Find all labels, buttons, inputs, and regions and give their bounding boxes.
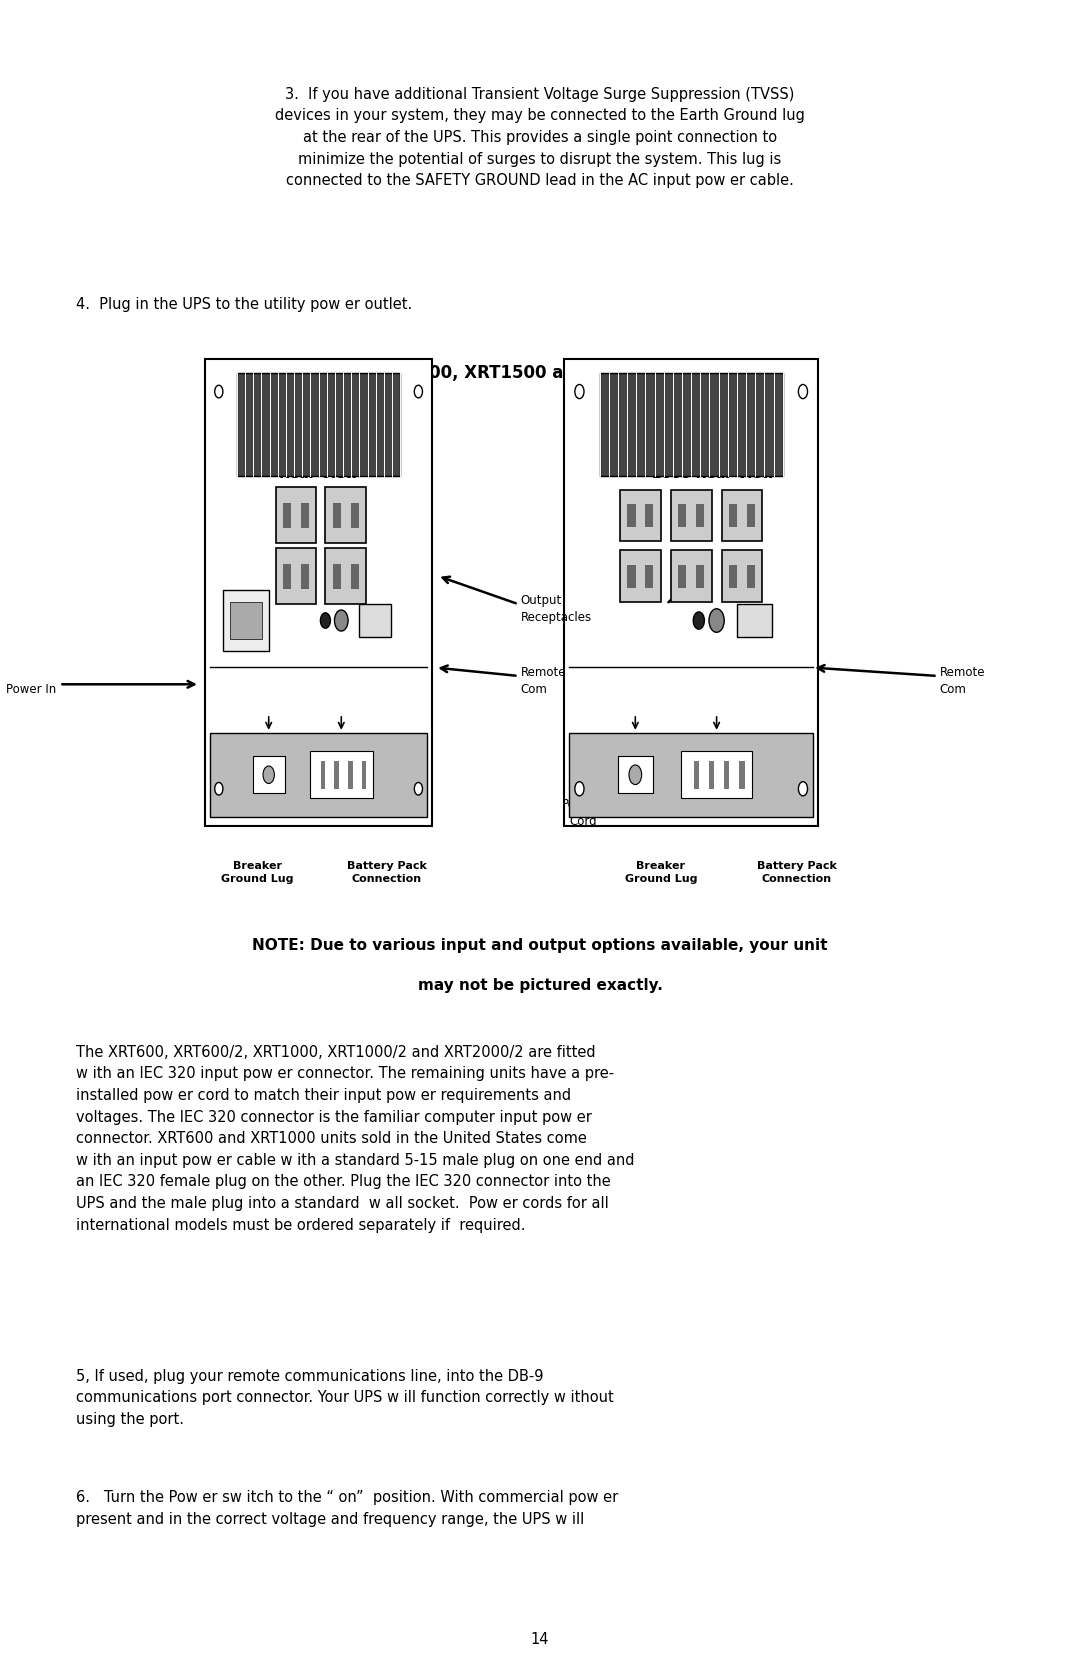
Bar bbox=[678, 564, 686, 587]
Text: XRT600
Rear View: XRT600 Rear View bbox=[279, 447, 359, 481]
Bar bbox=[301, 502, 309, 527]
Bar bbox=[205, 359, 432, 826]
Bar bbox=[645, 564, 653, 587]
Circle shape bbox=[415, 386, 422, 397]
Bar bbox=[283, 502, 291, 527]
Text: The XRT600, XRT600/2, XRT1000, XRT1000/2 and XRT2000/2 are fitted
w ith an IEC 3: The XRT600, XRT600/2, XRT1000, XRT1000/2… bbox=[76, 1045, 634, 1233]
Text: XRT600, XRT1000, XRT1500 and XRT2000 Back panels: XRT600, XRT1000, XRT1500 and XRT2000 Bac… bbox=[287, 364, 793, 382]
Text: Power
Cord: Power Cord bbox=[562, 798, 597, 828]
Bar bbox=[333, 502, 341, 527]
Circle shape bbox=[693, 613, 704, 629]
Bar bbox=[747, 504, 755, 527]
Bar bbox=[678, 504, 686, 527]
Circle shape bbox=[335, 611, 348, 631]
Bar bbox=[275, 547, 316, 604]
Circle shape bbox=[575, 384, 584, 399]
Bar bbox=[721, 489, 762, 541]
Text: may not be pictured exactly.: may not be pictured exactly. bbox=[418, 978, 662, 993]
Circle shape bbox=[215, 386, 222, 397]
Bar bbox=[224, 591, 269, 651]
Bar bbox=[599, 372, 783, 476]
Text: Battery Pack
Connection: Battery Pack Connection bbox=[347, 861, 427, 885]
Circle shape bbox=[321, 613, 330, 628]
Bar bbox=[620, 489, 661, 541]
Bar bbox=[729, 564, 738, 587]
Bar bbox=[645, 504, 653, 527]
Text: 4.  Plug in the UPS to the utility pow er outlet.: 4. Plug in the UPS to the utility pow er… bbox=[76, 297, 411, 312]
Bar bbox=[301, 564, 309, 589]
Text: Remote
Com: Remote Com bbox=[940, 666, 985, 696]
Bar bbox=[321, 761, 325, 789]
Text: Output
Receptacles: Output Receptacles bbox=[521, 594, 592, 624]
Bar bbox=[693, 761, 699, 789]
Text: NOTE: Due to various input and output options available, your unit: NOTE: Due to various input and output op… bbox=[253, 938, 827, 953]
Circle shape bbox=[708, 609, 725, 633]
Bar bbox=[618, 756, 653, 793]
Bar bbox=[729, 504, 738, 527]
Circle shape bbox=[575, 781, 584, 796]
Bar bbox=[747, 564, 755, 587]
Bar bbox=[310, 751, 373, 798]
Bar bbox=[325, 487, 366, 544]
Bar bbox=[627, 504, 635, 527]
Bar bbox=[283, 564, 291, 589]
Bar bbox=[253, 756, 285, 793]
Bar bbox=[275, 487, 316, 544]
Bar bbox=[360, 604, 391, 638]
Text: 3.  If you have additional Transient Voltage Surge Suppression (TVSS)
devices in: 3. If you have additional Transient Volt… bbox=[275, 87, 805, 189]
Bar bbox=[725, 761, 729, 789]
Text: Breaker
Ground Lug: Breaker Ground Lug bbox=[624, 861, 698, 885]
Bar bbox=[721, 551, 762, 603]
Text: 6.   Turn the Pow er sw itch to the “ on”  position. With commercial pow er
pres: 6. Turn the Pow er sw itch to the “ on” … bbox=[76, 1490, 618, 1527]
Text: Remote
Com: Remote Com bbox=[521, 666, 566, 696]
Text: Power In: Power In bbox=[5, 683, 56, 696]
Circle shape bbox=[264, 766, 274, 783]
Bar bbox=[671, 489, 712, 541]
Text: 5, If used, plug your remote communications line, into the DB-9
communications p: 5, If used, plug your remote communicati… bbox=[76, 1369, 613, 1427]
Bar bbox=[237, 372, 401, 476]
Bar bbox=[740, 761, 744, 789]
Bar bbox=[335, 761, 339, 789]
Bar bbox=[708, 761, 714, 789]
Bar bbox=[697, 504, 704, 527]
Bar bbox=[348, 761, 353, 789]
Circle shape bbox=[798, 781, 808, 796]
Bar bbox=[671, 551, 712, 603]
Bar bbox=[362, 761, 366, 789]
Text: Battery Pack
Connection: Battery Pack Connection bbox=[757, 861, 837, 885]
Bar bbox=[697, 564, 704, 587]
Bar bbox=[325, 547, 366, 604]
Bar bbox=[564, 359, 819, 826]
Bar bbox=[620, 551, 661, 603]
Circle shape bbox=[798, 384, 808, 399]
Bar bbox=[737, 604, 772, 638]
Circle shape bbox=[629, 764, 642, 784]
Text: 14: 14 bbox=[530, 1632, 550, 1647]
Bar bbox=[333, 564, 341, 589]
Text: Breaker
Ground Lug: Breaker Ground Lug bbox=[220, 861, 294, 885]
Bar bbox=[230, 603, 262, 639]
Circle shape bbox=[215, 783, 222, 794]
Bar bbox=[627, 564, 635, 587]
Bar bbox=[210, 733, 428, 816]
Bar bbox=[681, 751, 752, 798]
Bar bbox=[569, 733, 813, 816]
Text: XRT1000, 1500,
2000 Rear View: XRT1000, 1500, 2000 Rear View bbox=[651, 447, 774, 481]
Bar bbox=[351, 502, 359, 527]
Bar bbox=[351, 564, 359, 589]
Circle shape bbox=[415, 783, 422, 794]
